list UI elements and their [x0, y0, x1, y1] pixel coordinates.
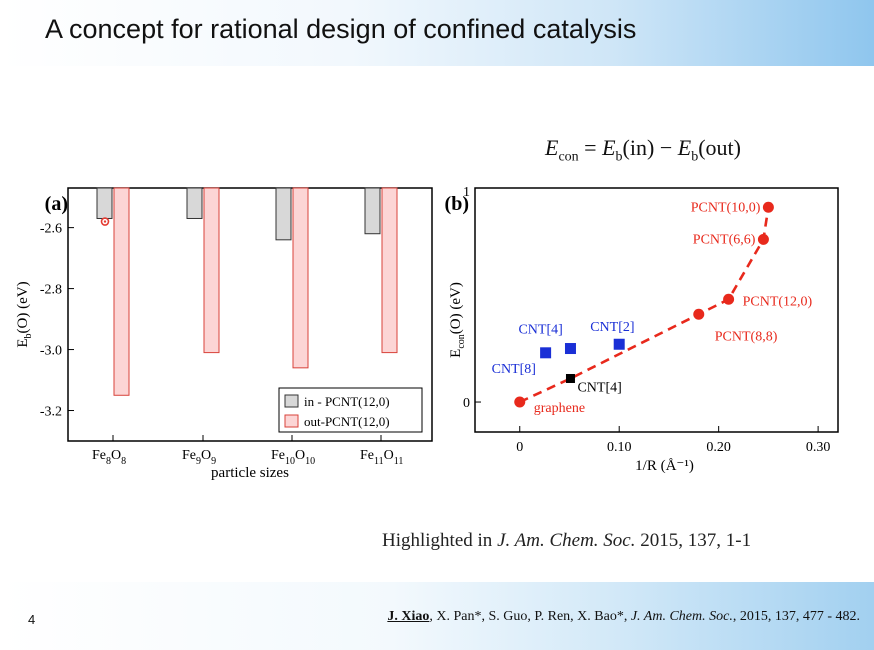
citation-rest: , 2015, 137, 477 - 482. — [732, 609, 860, 624]
point-label-blue: CNT[4] — [518, 323, 562, 338]
x-tick-label-b: 0.30 — [806, 440, 831, 455]
x-tick-label-b: 0.20 — [706, 440, 731, 455]
highlight-journal: J. Am. Chem. Soc. — [497, 530, 636, 551]
data-point-red — [757, 233, 769, 245]
point-label-black: CNT[4] — [577, 380, 621, 395]
y-tick-label-b: 1 — [463, 185, 470, 200]
x-tick-label-a: Fe10O10 — [271, 448, 315, 467]
legend-swatch — [284, 414, 299, 428]
slide-title: A concept for rational design of confine… — [45, 14, 637, 44]
y-axis-title-b: Econ(O) (eV) — [448, 282, 467, 358]
citation-author: J. Xiao — [387, 609, 430, 624]
x-axis-title-b: 1/R (Å⁻¹) — [635, 458, 694, 474]
y-tick-label-a: -2.8 — [40, 283, 62, 298]
point-label-red: PCNT(8,8) — [715, 329, 778, 344]
data-point-blue — [613, 338, 625, 350]
point-label-red: graphene — [534, 401, 585, 416]
data-point-red — [723, 293, 735, 305]
bar-out — [292, 187, 309, 369]
plot-frame-a — [67, 187, 433, 442]
x-tick-label-a: Fe8O8 — [92, 448, 126, 467]
bar-in — [186, 187, 203, 219]
panel-label-a: (a) — [45, 193, 68, 215]
highlight-rest: 2015, 137, 1-1 — [635, 530, 752, 551]
data-point-blue — [564, 343, 576, 355]
x-tick-label-b: 0 — [516, 440, 523, 455]
title-bar — [0, 0, 874, 66]
legend-swatch — [284, 394, 299, 408]
data-point-red — [762, 201, 774, 213]
data-point-red — [693, 308, 705, 320]
citation-journal: J. Am. Chem. Soc. — [630, 609, 733, 624]
plot-frame-b — [474, 187, 839, 433]
formula-term2-sub: b — [691, 149, 699, 165]
legend-label: out-PCNT(12,0) — [304, 414, 390, 429]
bar-marker — [100, 217, 110, 226]
point-label-red: PCNT(6,6) — [693, 232, 756, 247]
x-tick-label-a: Fe9O9 — [182, 448, 216, 467]
legend-label: in - PCNT(12,0) — [304, 394, 390, 409]
x-axis-title-a: particle sizes — [211, 465, 289, 481]
footer-bar — [0, 582, 874, 650]
y-tick-label-a: -3.0 — [40, 344, 62, 359]
bar-in — [364, 187, 381, 235]
formula-lhs-sub: con — [558, 149, 579, 165]
bar-marker-dot — [103, 220, 107, 223]
formula-lhs: E — [545, 135, 559, 160]
y-axis-title-a: Eb(O) (eV) — [15, 281, 34, 347]
data-point-black — [565, 373, 575, 383]
y-tick-label-a: -3.2 — [40, 405, 62, 420]
highlight-note: Highlighted in J. Am. Chem. Soc. 2015, 1… — [382, 530, 751, 552]
page-number: 4 — [28, 612, 36, 627]
formula-term1-arg: (in) — [622, 135, 655, 160]
point-label-blue: CNT[8] — [492, 362, 536, 377]
citation: J. Xiao, X. Pan*, S. Guo, P. Ren, X. Bao… — [387, 609, 860, 625]
point-label-blue: CNT[2] — [590, 320, 634, 335]
bar-out — [203, 187, 220, 354]
legend-a — [278, 387, 423, 433]
panel-label-b: (b) — [445, 193, 469, 215]
data-point-blue — [540, 347, 552, 359]
x-tick-label-b: 0.10 — [607, 440, 632, 455]
point-label-red: PCNT(12,0) — [743, 294, 813, 309]
x-tick-label-a: Fe11O11 — [360, 448, 403, 467]
formula-term1: E — [602, 135, 616, 160]
data-point-red — [514, 396, 526, 408]
formula-term2: E — [677, 135, 692, 160]
bar-out — [113, 187, 130, 396]
highlight-prefix: Highlighted in — [382, 530, 498, 551]
bar-in — [275, 187, 292, 241]
point-label-red: PCNT(10,0) — [691, 200, 761, 215]
formula-term1-sub: b — [615, 149, 623, 165]
formula: Econ = Eb(in) − Eb(out) — [545, 135, 741, 165]
y-tick-label-b: 0 — [463, 396, 470, 411]
bar-out — [381, 187, 398, 354]
y-tick-label-a: -2.6 — [40, 222, 62, 237]
formula-term2-arg: (out) — [698, 135, 741, 160]
citation-authors: , X. Pan*, S. Guo, P. Ren, X. Bao*, — [429, 609, 631, 624]
